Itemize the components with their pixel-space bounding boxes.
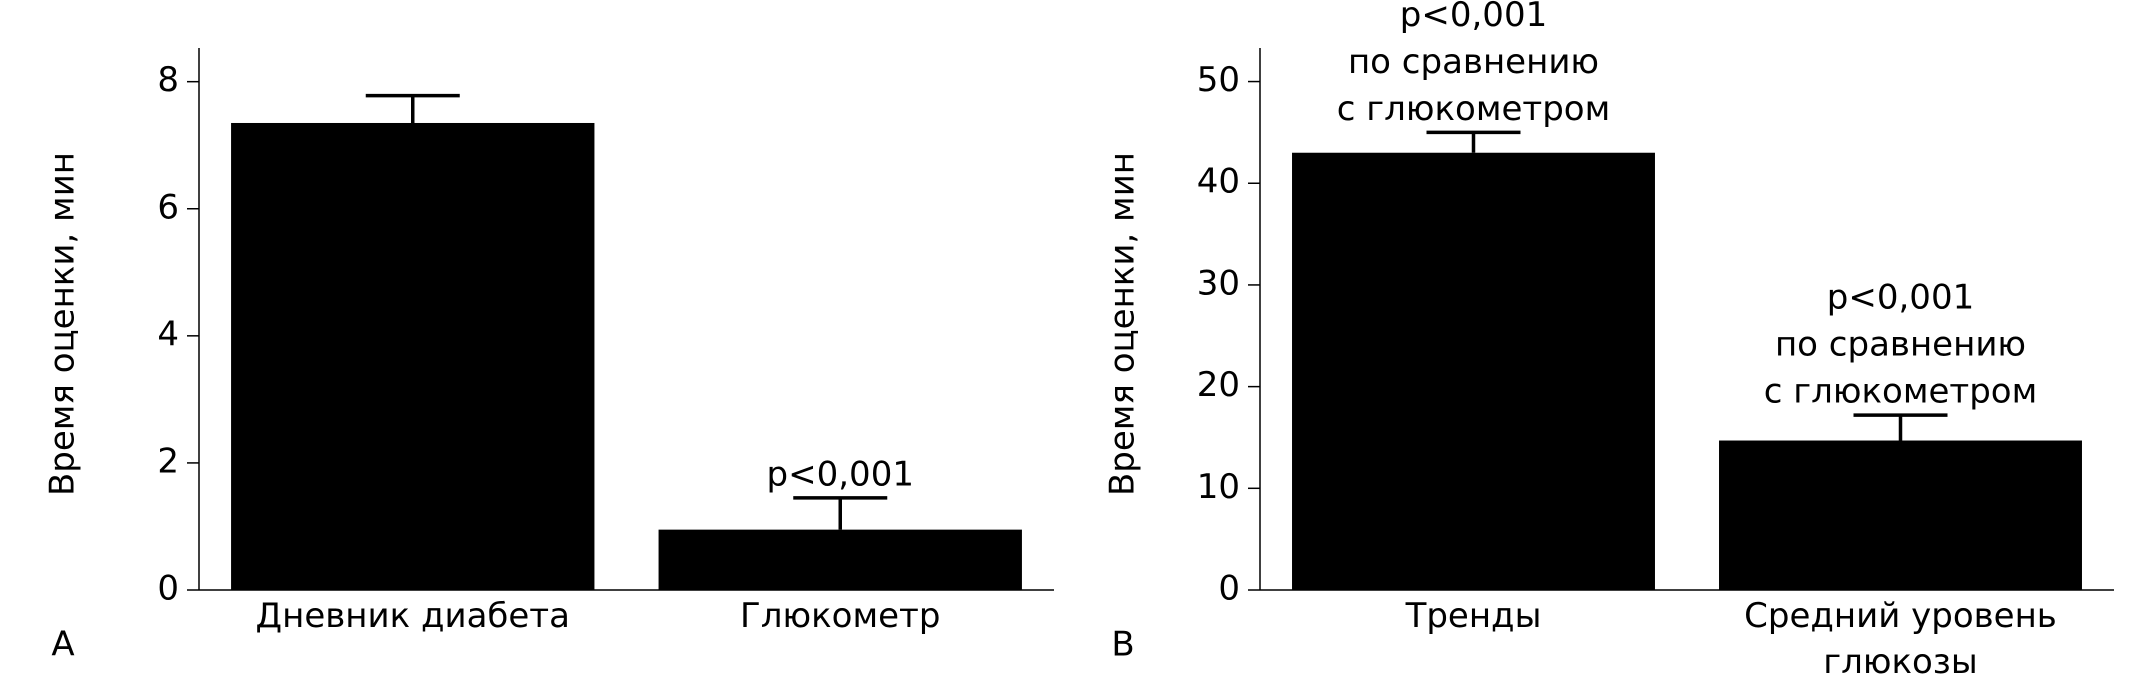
y-tick-label: 30 bbox=[1197, 263, 1240, 303]
error-bar bbox=[1426, 130, 1521, 153]
panel-label: B bbox=[1111, 625, 1134, 665]
x-tick-label: Тренды bbox=[1405, 596, 1542, 636]
bar bbox=[1719, 440, 2082, 590]
bar bbox=[658, 529, 1022, 590]
annotation: по сравнению bbox=[1348, 42, 1599, 82]
error-bar bbox=[365, 93, 460, 123]
x-tick-label: Глюкометр bbox=[740, 596, 941, 636]
y-tick-label: 40 bbox=[1197, 162, 1240, 202]
y-tick-label: 50 bbox=[1197, 60, 1240, 100]
annotation: по сравнению bbox=[1775, 325, 2026, 365]
y-axis-label: Время оценки, мин bbox=[43, 152, 83, 496]
error-bar bbox=[1853, 413, 1948, 441]
annotation: с глюкометром bbox=[1337, 89, 1610, 129]
y-tick-label: 10 bbox=[1197, 467, 1240, 507]
error-bar bbox=[793, 496, 888, 530]
annotation: с глюкометром bbox=[1764, 372, 2037, 412]
y-tick-label: 20 bbox=[1197, 365, 1240, 405]
y-tick-label: 2 bbox=[157, 441, 179, 481]
panel-label: A bbox=[51, 625, 74, 665]
x-tick-label: Дневник диабета bbox=[255, 596, 570, 636]
x-tick-label: Средний уровень глюкозы bbox=[1744, 596, 2057, 682]
annotation: p<0,001 bbox=[767, 454, 914, 494]
bar bbox=[1292, 152, 1655, 591]
y-axis-label: Время оценки, мин bbox=[1103, 152, 1143, 496]
y-tick-label: 8 bbox=[157, 60, 179, 100]
y-tick-label: 0 bbox=[1218, 569, 1240, 609]
bar bbox=[231, 122, 595, 590]
annotation: p<0,001 bbox=[1400, 0, 1547, 35]
y-tick-label: 0 bbox=[157, 569, 179, 609]
annotation: p<0,001 bbox=[1827, 278, 1974, 318]
y-tick-label: 6 bbox=[157, 187, 179, 227]
y-tick-label: 4 bbox=[157, 314, 179, 354]
